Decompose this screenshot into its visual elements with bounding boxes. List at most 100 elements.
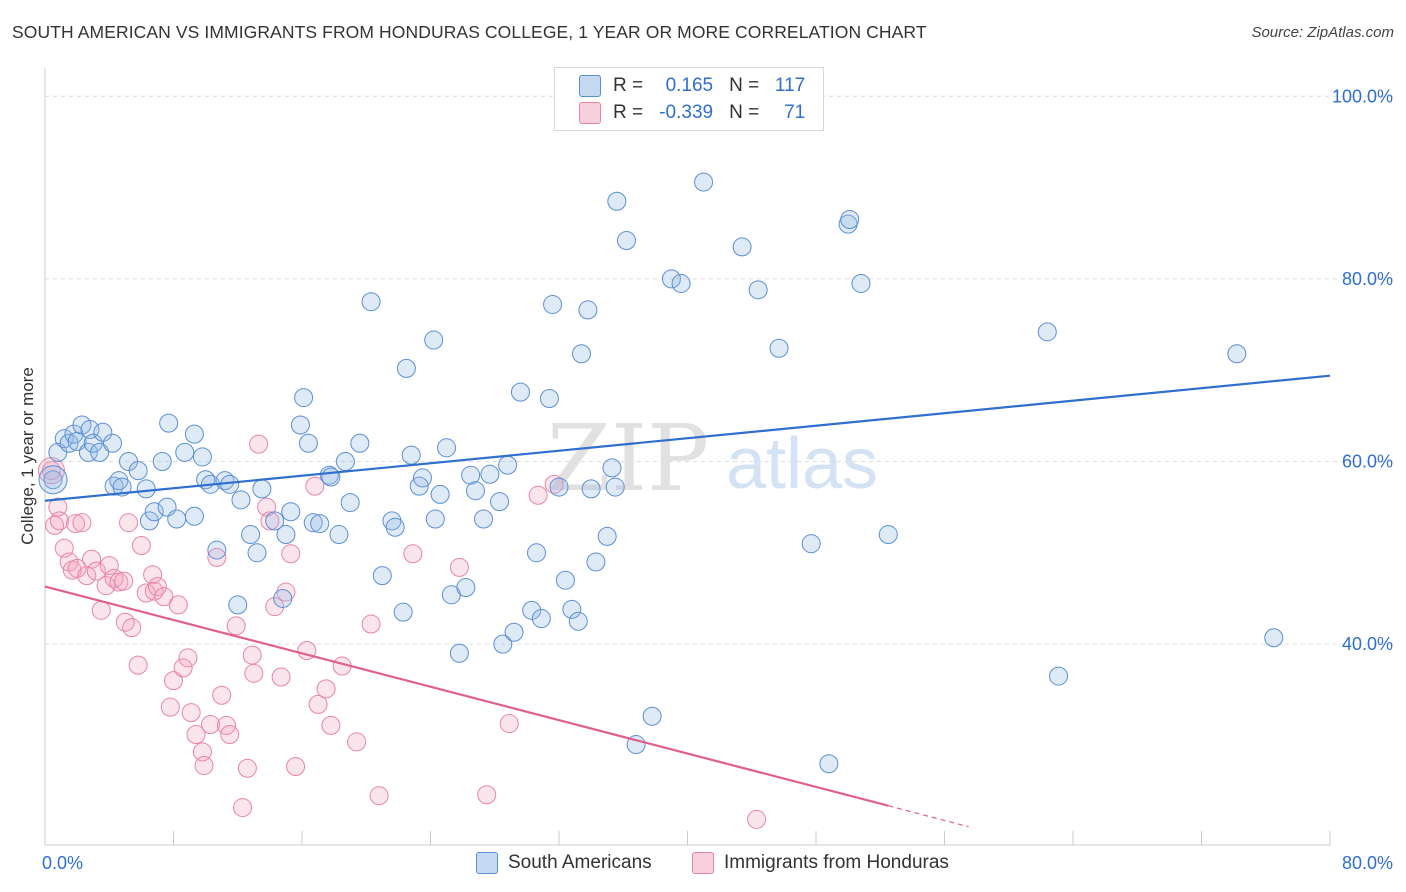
south-american-point bbox=[543, 294, 563, 314]
honduras-point bbox=[249, 434, 269, 454]
honduras-point bbox=[160, 697, 180, 717]
honduras-point bbox=[308, 694, 328, 714]
south-american-point bbox=[112, 477, 132, 497]
y-tick-label: 100.0% bbox=[1332, 86, 1393, 106]
honduras-point bbox=[281, 544, 301, 564]
south-american-point bbox=[93, 422, 113, 442]
south-american-point bbox=[401, 445, 421, 465]
chart-title: SOUTH AMERICAN VS IMMIGRANTS FROM HONDUR… bbox=[12, 22, 927, 42]
south-american-point bbox=[522, 600, 542, 620]
south-american-point bbox=[607, 191, 627, 211]
honduras-point bbox=[66, 514, 86, 534]
honduras-point bbox=[154, 587, 174, 607]
y-tick-label: 60.0% bbox=[1342, 452, 1393, 472]
honduras-point bbox=[48, 497, 68, 517]
honduras-point bbox=[82, 549, 102, 569]
south-american-point bbox=[192, 447, 212, 467]
south-american-point bbox=[412, 468, 432, 488]
south-american-point bbox=[493, 634, 513, 654]
south-american-point bbox=[597, 526, 617, 546]
honduras-point bbox=[477, 785, 497, 805]
south-american-point bbox=[152, 452, 172, 471]
south-american-point bbox=[819, 754, 839, 774]
south-american-point bbox=[671, 273, 691, 293]
south-american-point bbox=[549, 477, 569, 497]
south-american-point bbox=[265, 511, 285, 531]
trend-lines bbox=[44, 374, 1331, 828]
south-american-point bbox=[801, 534, 821, 554]
honduras-points bbox=[37, 434, 767, 829]
honduras-point bbox=[164, 671, 183, 691]
y-tick-label: 80.0% bbox=[1342, 269, 1393, 289]
south-american-point bbox=[425, 509, 445, 529]
south-american-point bbox=[241, 525, 261, 545]
honduras-point bbox=[99, 556, 119, 576]
legend-row-south-americans: R = 0.165 N = 117 bbox=[579, 74, 805, 98]
honduras-point bbox=[49, 511, 69, 531]
south-american-point bbox=[424, 330, 444, 350]
tick-labels: 100.0% 80.0% 60.0% 40.0% 0.0% 80.0% bbox=[42, 86, 1393, 873]
south-american-point bbox=[430, 484, 450, 504]
honduras-point bbox=[178, 648, 198, 668]
south-american-point bbox=[732, 237, 752, 257]
honduras-point bbox=[321, 715, 341, 735]
honduras-trend-extension bbox=[888, 805, 969, 828]
south-american-point bbox=[385, 517, 405, 537]
south-american-trend-line bbox=[44, 374, 1331, 502]
south-american-point bbox=[504, 622, 524, 642]
south-american-point bbox=[184, 506, 204, 526]
gridlines bbox=[45, 95, 1394, 645]
y-tick-label: 40.0% bbox=[1342, 634, 1393, 654]
honduras-point bbox=[244, 663, 264, 683]
honduras-point bbox=[186, 725, 206, 745]
south-american-point bbox=[571, 344, 591, 364]
south-american-point bbox=[298, 433, 318, 453]
honduras-point bbox=[173, 658, 193, 678]
south-american-point bbox=[661, 269, 681, 289]
honduras-point bbox=[271, 667, 291, 687]
south-american-point bbox=[474, 509, 494, 529]
honduras-point bbox=[96, 576, 116, 596]
south-american-point bbox=[1037, 322, 1057, 342]
honduras-point bbox=[86, 561, 106, 581]
south-american-point bbox=[303, 513, 323, 533]
legend-swatch-pink bbox=[579, 102, 601, 124]
x-tick-label: 80.0% bbox=[1342, 853, 1393, 873]
south-american-point bbox=[642, 706, 662, 726]
honduras-point bbox=[233, 798, 253, 818]
honduras-point bbox=[369, 786, 389, 806]
honduras-point bbox=[147, 577, 167, 597]
south-american-point bbox=[139, 511, 159, 531]
south-american-point bbox=[396, 358, 416, 378]
legend-r-value: -0.339 bbox=[659, 102, 714, 123]
honduras-point bbox=[316, 679, 336, 699]
honduras-point bbox=[260, 511, 280, 531]
bottom-legend-swatch-pink bbox=[692, 852, 714, 874]
honduras-point bbox=[226, 616, 246, 636]
honduras-point bbox=[143, 565, 163, 585]
bottom-legend: South Americans Immigrants from Honduras bbox=[0, 852, 1406, 876]
south-american-point bbox=[531, 609, 551, 629]
south-american-point bbox=[43, 470, 63, 490]
watermark: ZIP atlas bbox=[547, 405, 878, 512]
south-american-point bbox=[231, 490, 251, 510]
south-american-point bbox=[602, 458, 622, 478]
south-american-point bbox=[1264, 628, 1284, 648]
south-american-point bbox=[78, 442, 98, 462]
honduras-point bbox=[194, 756, 214, 776]
south-american-point bbox=[184, 424, 204, 444]
south-american-point bbox=[562, 599, 582, 619]
legend-n-label: N = bbox=[729, 102, 760, 123]
south-american-point bbox=[372, 566, 392, 586]
honduras-point bbox=[168, 595, 188, 615]
south-american-point bbox=[555, 570, 575, 590]
honduras-point bbox=[212, 685, 232, 705]
honduras-point bbox=[122, 618, 142, 638]
south-american-point bbox=[175, 442, 195, 462]
honduras-point bbox=[128, 655, 148, 675]
south-american-point bbox=[252, 479, 272, 499]
legend-n-label: N = bbox=[729, 75, 760, 96]
legend-r-value: 0.165 bbox=[665, 75, 714, 96]
honduras-point bbox=[286, 756, 306, 776]
south-american-point bbox=[167, 509, 187, 529]
